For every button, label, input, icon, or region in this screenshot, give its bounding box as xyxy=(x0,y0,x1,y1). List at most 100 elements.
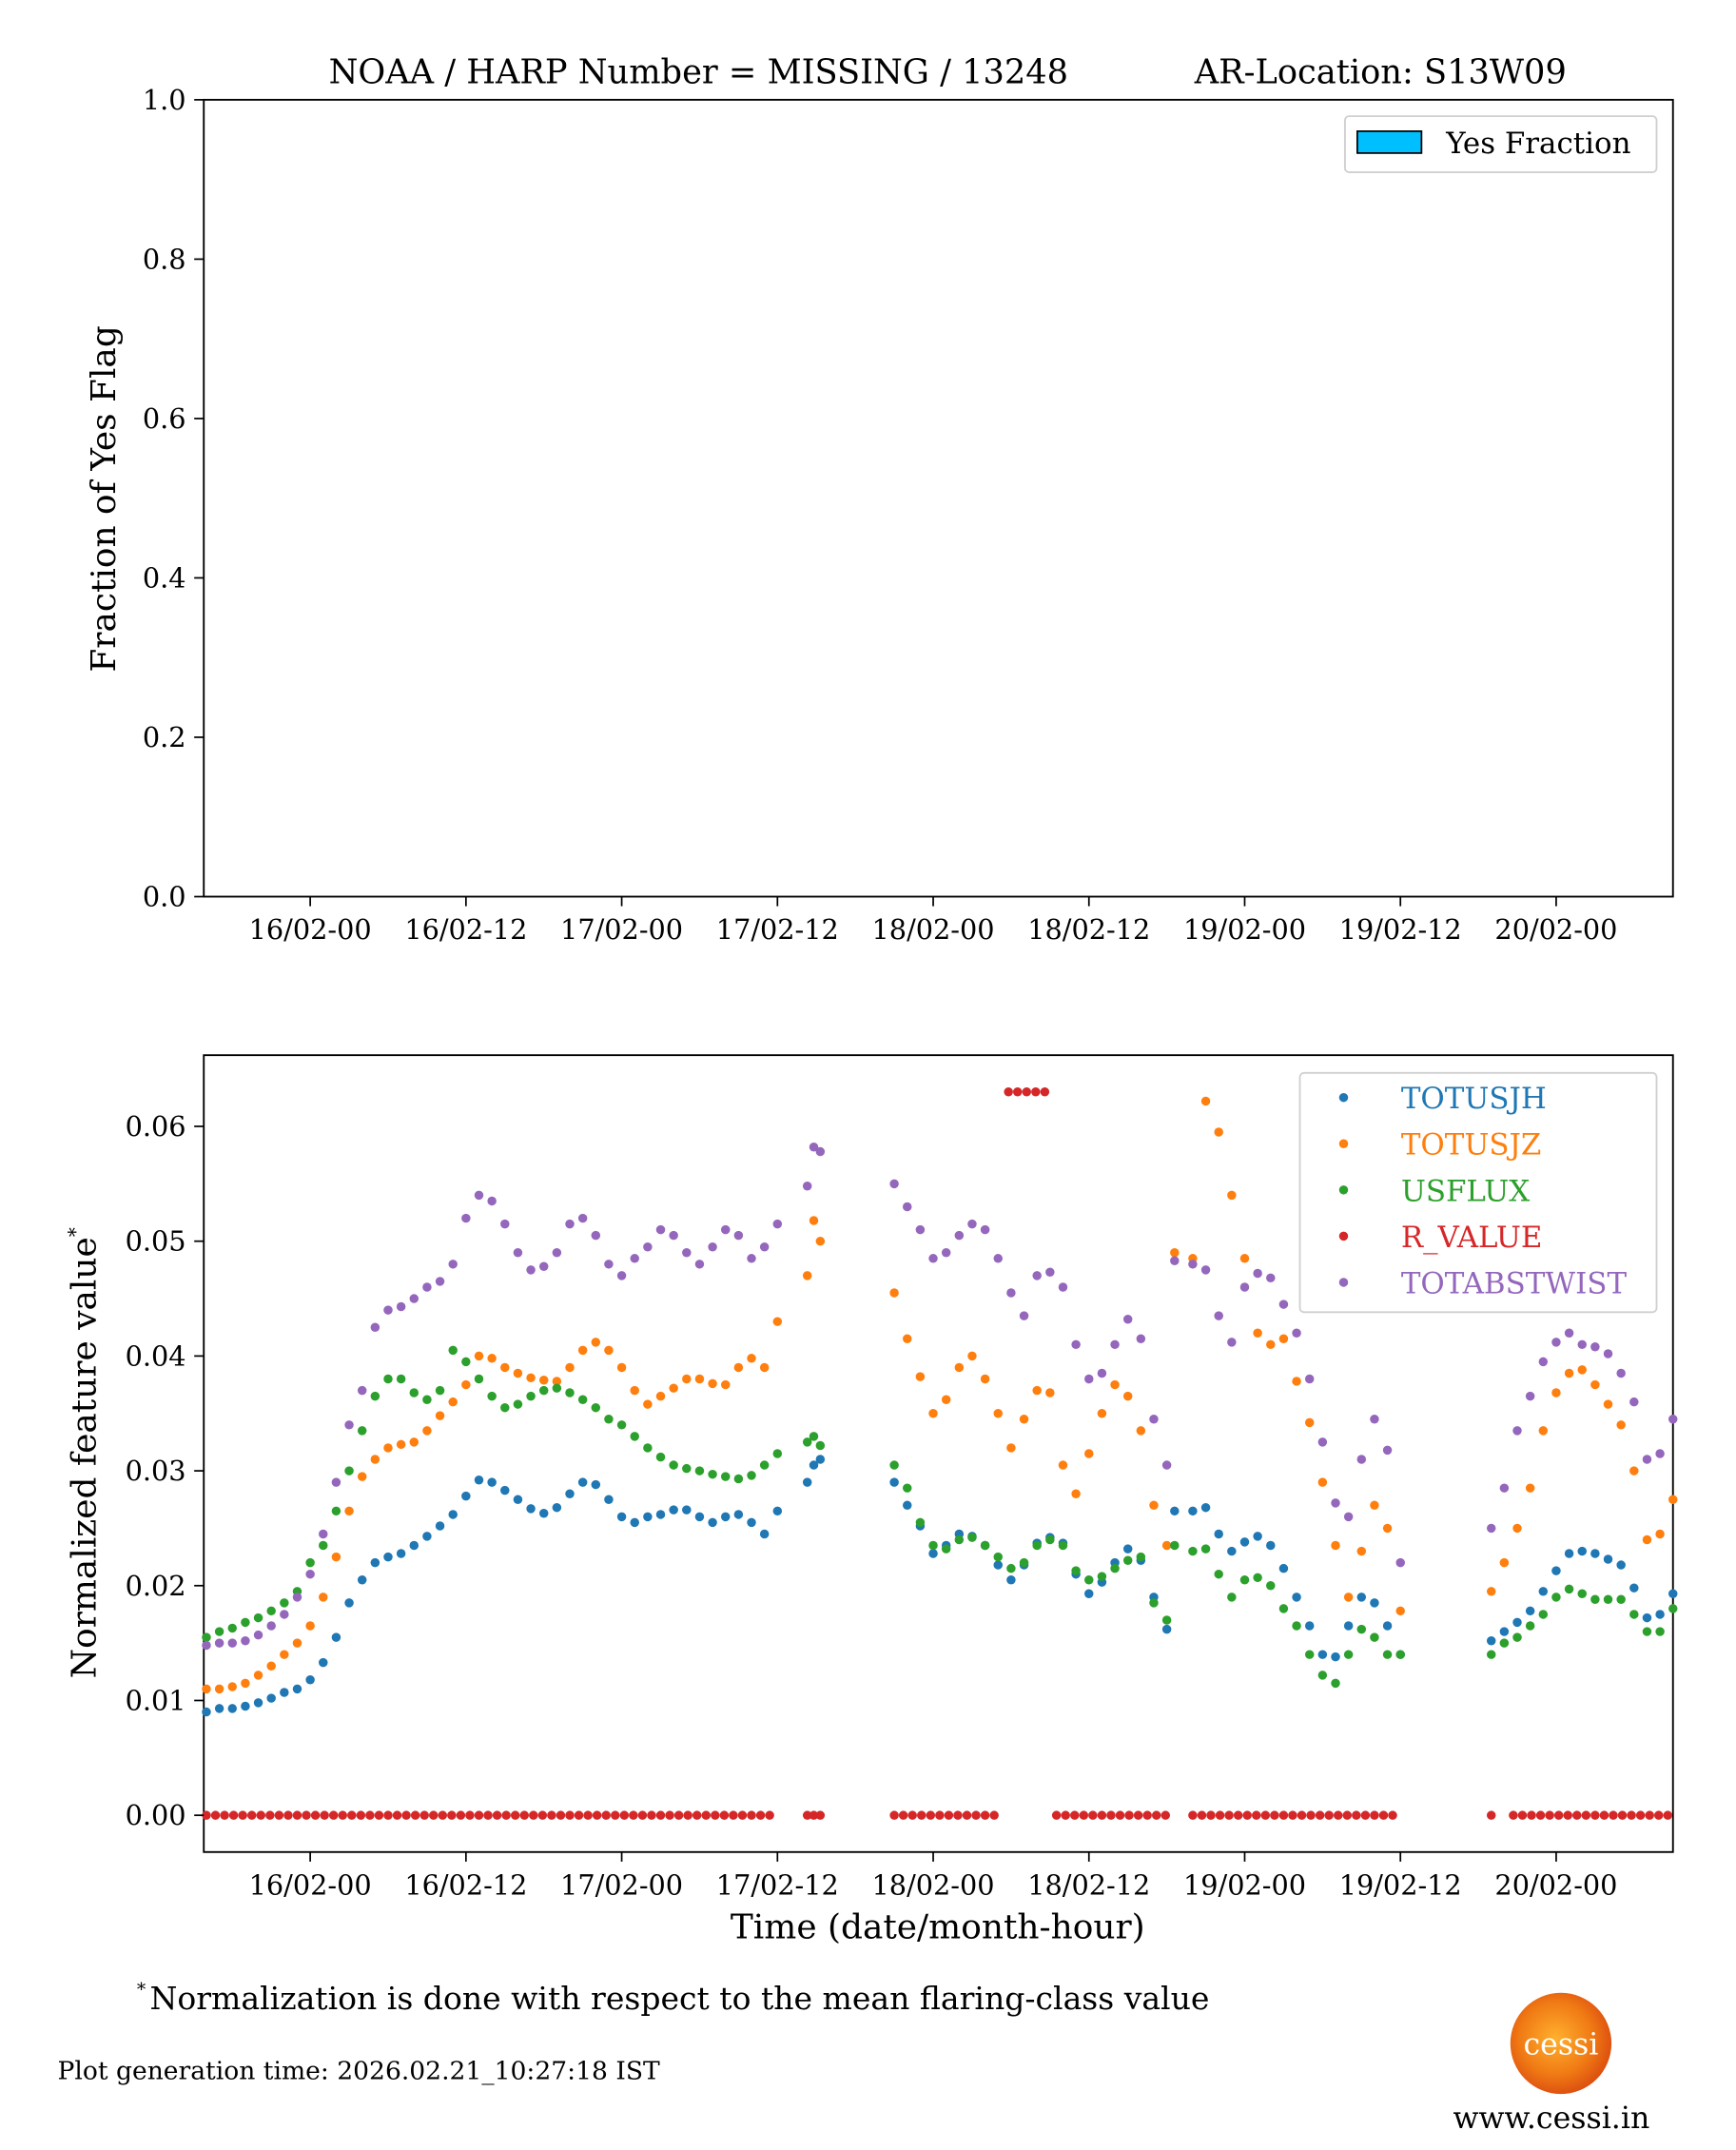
point-r_value xyxy=(962,1810,972,1820)
point-r_value xyxy=(737,1810,748,1820)
point-usflux xyxy=(474,1374,484,1384)
point-r_value xyxy=(907,1810,917,1820)
point-totabstwist xyxy=(694,1260,705,1269)
point-r_value xyxy=(1278,1810,1289,1820)
point-totusjh xyxy=(591,1479,601,1490)
legend-marker-r_value xyxy=(1338,1231,1349,1241)
point-r_value xyxy=(1206,1810,1216,1820)
point-totusjz xyxy=(292,1638,302,1648)
point-totabstwist xyxy=(1512,1426,1522,1436)
point-r_value xyxy=(483,1810,493,1820)
top-axes-frame xyxy=(203,98,1674,898)
point-totusjh xyxy=(630,1517,639,1528)
point-totusjz xyxy=(487,1354,497,1363)
point-usflux xyxy=(1564,1584,1574,1594)
point-totusjh xyxy=(1200,1502,1211,1513)
point-usflux xyxy=(1525,1621,1535,1631)
point-totusjz xyxy=(280,1650,289,1659)
point-totusjz xyxy=(1590,1379,1600,1390)
point-totusjh xyxy=(513,1495,523,1504)
point-usflux xyxy=(1512,1632,1522,1642)
point-r_value xyxy=(701,1810,712,1820)
bottom-y-axis-label-text: Normalized feature value xyxy=(66,1237,105,1678)
point-usflux xyxy=(422,1395,432,1404)
point-usflux xyxy=(591,1402,601,1413)
point-r_value xyxy=(1324,1810,1334,1820)
point-r_value xyxy=(274,1810,284,1820)
point-totusjh xyxy=(1642,1612,1652,1623)
top-panel: NOAA / HARP Number = MISSING / 13248 AR-… xyxy=(85,53,1674,946)
point-totusjh xyxy=(253,1698,263,1708)
point-totusjh xyxy=(1122,1544,1133,1554)
point-r_value xyxy=(655,1810,666,1820)
point-totusjz xyxy=(565,1362,575,1373)
point-totusjz xyxy=(604,1345,614,1356)
point-totusjz xyxy=(1097,1408,1107,1418)
point-totusjz xyxy=(1603,1399,1613,1409)
point-totusjz xyxy=(1577,1365,1587,1375)
point-totabstwist xyxy=(1642,1455,1652,1464)
point-r_value xyxy=(210,1810,221,1820)
point-r_value xyxy=(809,1810,819,1820)
point-totabstwist xyxy=(1084,1374,1094,1384)
point-totusjh xyxy=(319,1657,328,1668)
top-legend: Yes Fraction xyxy=(1343,115,1658,173)
point-totusjz xyxy=(409,1437,419,1447)
point-usflux xyxy=(694,1466,705,1476)
point-totusjh xyxy=(708,1517,717,1528)
point-r_value xyxy=(1115,1810,1125,1820)
point-totusjh xyxy=(802,1477,812,1487)
point-r_value xyxy=(1151,1810,1161,1820)
point-totabstwist xyxy=(980,1224,990,1235)
point-usflux xyxy=(759,1460,770,1470)
point-usflux xyxy=(1122,1555,1133,1565)
point-usflux xyxy=(1292,1621,1301,1631)
legend-label-totabstwist: TOTABSTWIST xyxy=(1401,1266,1628,1300)
point-r_value xyxy=(256,1810,266,1820)
point-r_value xyxy=(401,1810,411,1820)
point-r_value xyxy=(1486,1810,1496,1820)
point-totusjz xyxy=(1551,1388,1561,1398)
point-totusjh xyxy=(357,1575,367,1585)
bottom-xtick-label: 16/02-12 xyxy=(404,1868,527,1901)
point-totusjz xyxy=(616,1362,627,1373)
point-totusjh xyxy=(1227,1546,1237,1556)
point-totabstwist xyxy=(383,1305,393,1315)
point-totabstwist xyxy=(1122,1315,1133,1324)
point-r_value xyxy=(1653,1810,1664,1820)
point-usflux xyxy=(1071,1566,1081,1575)
point-usflux xyxy=(682,1463,692,1474)
point-totusjh xyxy=(409,1540,419,1551)
point-totusjz xyxy=(474,1351,484,1361)
point-totusjh xyxy=(1564,1549,1574,1558)
point-totabstwist xyxy=(305,1569,315,1579)
point-r_value xyxy=(1509,1810,1518,1820)
point-r_value xyxy=(1563,1810,1572,1820)
point-r_value xyxy=(944,1810,954,1820)
point-r_value xyxy=(1051,1810,1062,1820)
website-link[interactable]: www.cessi.in xyxy=(1453,2101,1649,2136)
point-r_value xyxy=(1242,1810,1252,1820)
point-usflux xyxy=(344,1466,354,1476)
point-totusjz xyxy=(815,1236,826,1246)
bottom-panel: 0.00 0.01 0.02 0.03 0.04 0.05 0.06 16/02-00 16/… xyxy=(64,1054,1678,1946)
point-totusjh xyxy=(1084,1589,1094,1598)
point-totusjh xyxy=(1370,1598,1379,1608)
point-r_value xyxy=(1553,1810,1564,1820)
point-r_value xyxy=(1040,1087,1050,1097)
point-totabstwist xyxy=(500,1219,510,1229)
point-usflux xyxy=(577,1395,588,1404)
point-totusjz xyxy=(1304,1417,1315,1428)
point-usflux xyxy=(305,1557,315,1568)
point-totusjh xyxy=(383,1552,393,1562)
point-totusjz xyxy=(1642,1534,1652,1545)
point-r_value xyxy=(1233,1810,1243,1820)
point-usflux xyxy=(1161,1615,1172,1625)
point-totusjz xyxy=(591,1338,601,1347)
legend-label-totusjh: TOTUSJH xyxy=(1401,1082,1547,1116)
point-r_value xyxy=(283,1810,293,1820)
point-totabstwist xyxy=(474,1190,484,1201)
point-totusjz xyxy=(435,1411,445,1420)
point-totusjz xyxy=(1149,1500,1159,1511)
point-totabstwist xyxy=(1161,1460,1172,1470)
